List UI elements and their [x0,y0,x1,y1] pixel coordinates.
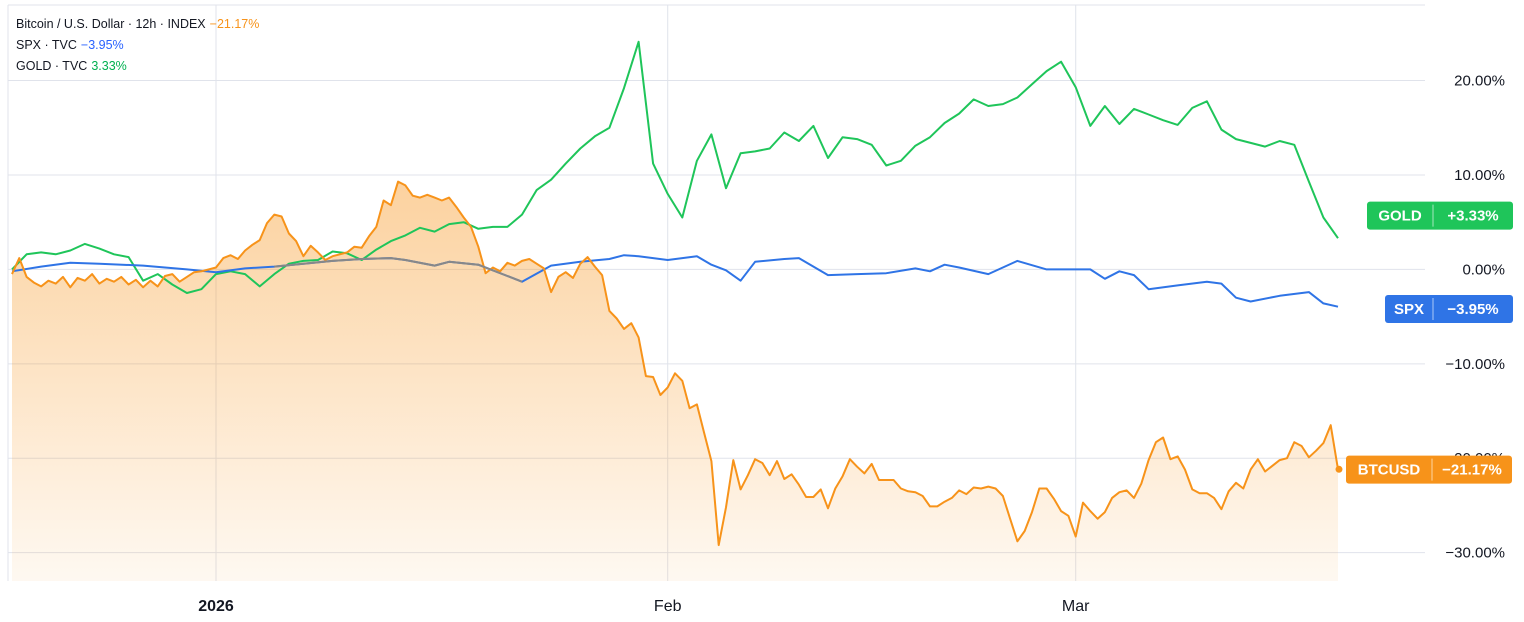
y-tick-label: 10.00% [1454,167,1505,184]
plot-area[interactable] [11,40,1343,581]
legend: Bitcoin / U.S. Dollar · 12h · INDEX −21.1… [16,14,259,77]
x-tick-label: Mar [1062,598,1090,615]
series-value-tags: GOLD +3.33% SPX −3.95% BTCUSD −21.17% [1346,201,1513,484]
tag-background [1367,201,1513,230]
legend-label: SPX · TVC [16,38,77,52]
tag-series-value: −3.95% [1447,301,1498,318]
tag-background [1385,295,1513,324]
legend-value: −21.17% [209,17,260,31]
tag-series-value: +3.33% [1447,208,1498,225]
legend-value: 3.33% [91,59,127,73]
y-tick-label: −10.00% [1445,356,1505,373]
y-tick-label: −30.00% [1445,545,1505,562]
btc-last-point[interactable] [1335,465,1343,473]
x-axis: 2026 Feb Mar [198,598,1090,615]
legend-item-spx[interactable]: SPX · TVC −3.95% [16,35,259,56]
tag-background [1346,455,1512,484]
tag-series-value: −21.17% [1442,462,1502,479]
tag-series-name: BTCUSD [1358,462,1421,479]
legend-item-btc[interactable]: Bitcoin / U.S. Dollar · 12h · INDEX −21.1… [16,14,259,35]
x-tick-label: Feb [654,598,682,615]
legend-value: −3.95% [80,38,124,52]
tag-series-name: SPX [1394,301,1424,318]
y-tick-label: 20.00% [1454,73,1505,90]
legend-label: GOLD · TVC [16,59,88,73]
btc-series-line[interactable] [11,180,1339,547]
spx-overlap-line [274,257,523,283]
spx-value-tag: SPX −3.95% [1385,295,1513,324]
btc-area-fill [12,181,1338,581]
x-tick-label: 2026 [198,598,234,615]
gold-value-tag: GOLD +3.33% [1367,201,1513,230]
legend-label: Bitcoin / U.S. Dollar · 12h · INDEX [16,17,206,31]
legend-item-gold[interactable]: GOLD · TVC 3.33% [16,56,259,77]
tag-series-name: GOLD [1378,208,1421,225]
btc-value-tag: BTCUSD −21.17% [1346,455,1512,484]
y-tick-label: 0.00% [1462,261,1505,278]
gold-series-line[interactable] [11,40,1339,294]
